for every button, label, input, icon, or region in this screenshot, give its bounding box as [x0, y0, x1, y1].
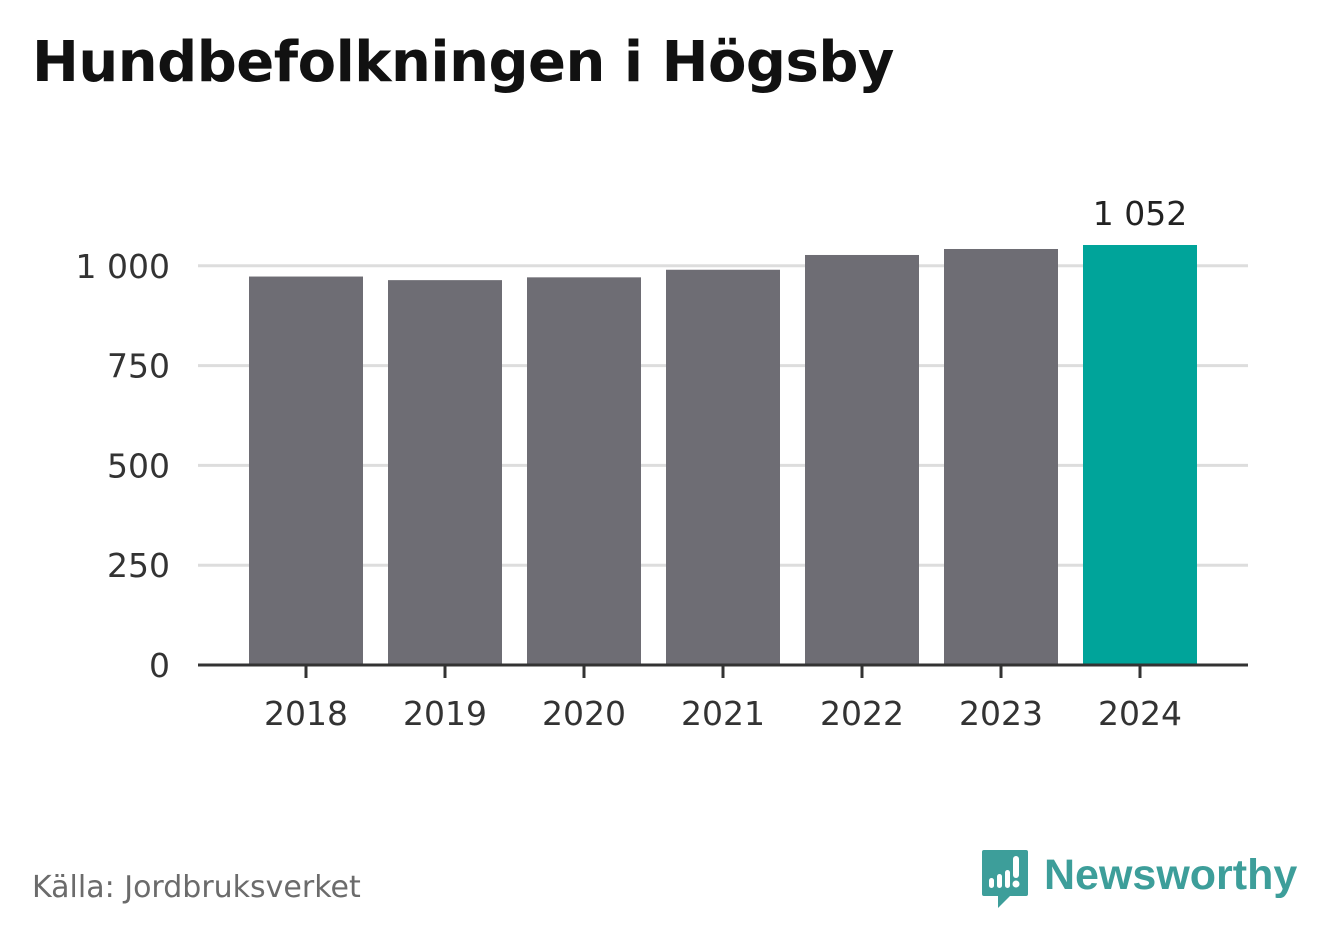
- chart-title: Hundbefolkningen i Högsby: [32, 30, 894, 95]
- value-label-2024: 1 052: [1093, 194, 1187, 233]
- newsworthy-logo-icon: [982, 850, 1028, 908]
- brand-name: Newsworthy: [1044, 850, 1298, 899]
- bar-2022: [805, 254, 919, 665]
- y-tick-label: 0: [149, 646, 170, 685]
- bars: [249, 245, 1197, 665]
- bar-2023: [944, 248, 1058, 665]
- x-tick-label: 2020: [542, 694, 626, 733]
- bar-2018: [249, 276, 363, 665]
- y-tick-label: 750: [107, 347, 170, 386]
- y-axis-labels: 0 250 500 750 1 000: [76, 247, 170, 685]
- source-note: Källa: Jordbruksverket: [32, 870, 361, 905]
- x-tick-label: 2019: [403, 694, 487, 733]
- x-tick-label: 2024: [1098, 694, 1182, 733]
- bar-2019: [388, 280, 502, 665]
- x-tick-label: 2023: [959, 694, 1043, 733]
- y-tick-label: 500: [107, 446, 170, 485]
- newsworthy-brand: Newsworthy: [980, 848, 1297, 910]
- x-axis-labels: 2018 2019 2020 2021 2022 2023 2024: [264, 694, 1182, 733]
- bar-2020: [527, 277, 641, 665]
- value-labels: 1 052: [1093, 194, 1187, 233]
- bar-2021: [666, 269, 780, 665]
- x-axis-ticks: [304, 665, 1142, 678]
- x-tick-label: 2018: [264, 694, 348, 733]
- x-tick-label: 2022: [820, 694, 904, 733]
- y-tick-label: 1 000: [76, 247, 170, 286]
- bar-2024: [1083, 245, 1197, 665]
- x-tick-label: 2021: [681, 694, 765, 733]
- y-tick-label: 250: [107, 546, 170, 585]
